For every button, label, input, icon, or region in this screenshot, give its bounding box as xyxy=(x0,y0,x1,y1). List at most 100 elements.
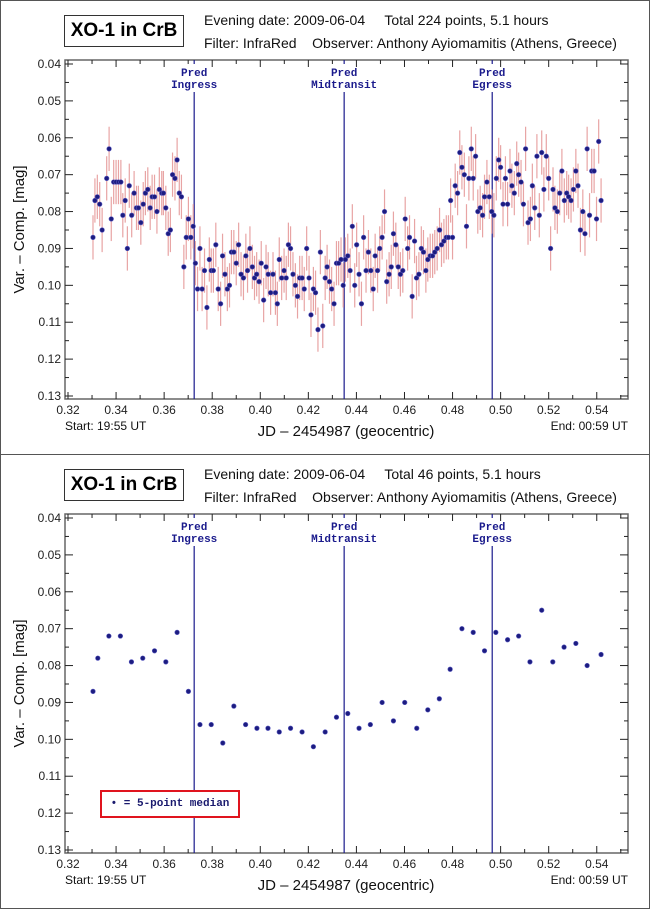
data-point xyxy=(181,264,187,270)
data-point xyxy=(543,153,549,159)
pred-label-line1: Pred xyxy=(181,522,207,534)
data-point xyxy=(261,297,267,303)
y-tick-label: 0.09 xyxy=(38,695,62,709)
y-tick-label: 0.07 xyxy=(38,622,62,636)
x-tick-label: 0.54 xyxy=(585,857,609,871)
data-point xyxy=(163,205,169,211)
data-point xyxy=(347,267,353,274)
data-point xyxy=(470,629,476,635)
data-point xyxy=(151,648,158,654)
data-point xyxy=(413,275,420,281)
data-point xyxy=(463,223,470,229)
data-point xyxy=(117,633,123,639)
data-point xyxy=(514,161,520,167)
data-point xyxy=(301,286,307,292)
data-point xyxy=(304,245,310,252)
data-point xyxy=(197,721,203,728)
data-point xyxy=(475,208,481,215)
y-tick-label: 0.13 xyxy=(38,843,62,857)
data-point xyxy=(423,267,429,274)
data-point xyxy=(591,168,597,174)
x-tick-label: 0.48 xyxy=(441,403,465,417)
x-tick-label: 0.40 xyxy=(249,403,273,417)
x-tick-label: 0.32 xyxy=(56,857,80,871)
data-point xyxy=(400,267,406,274)
data-point xyxy=(192,260,198,266)
data-point xyxy=(312,290,319,296)
data-point xyxy=(586,212,593,218)
data-point xyxy=(129,212,135,218)
y-tick-label: 0.08 xyxy=(38,205,62,219)
data-point xyxy=(496,157,502,163)
data-point xyxy=(263,264,269,270)
data-point xyxy=(287,245,294,252)
data-point xyxy=(90,234,96,240)
x-tick-label: 0.52 xyxy=(537,857,561,871)
y-tick-label: 0.11 xyxy=(39,769,62,783)
pred-label-line2: Midtransit xyxy=(311,534,377,546)
panel-median: XO-1 in CrB Evening date: 2009-06-04 Tot… xyxy=(0,454,650,908)
data-point xyxy=(559,168,565,174)
data-point xyxy=(520,201,527,207)
data-point xyxy=(322,729,328,735)
data-point xyxy=(106,633,112,639)
data-point xyxy=(308,312,314,318)
start-time-label: Start: 19:55 UT xyxy=(65,873,147,887)
data-point xyxy=(169,172,176,178)
data-point xyxy=(108,216,114,222)
data-point xyxy=(174,157,180,163)
data-point xyxy=(272,290,279,296)
data-point xyxy=(438,242,445,248)
y-tick-label: 0.07 xyxy=(38,168,62,182)
data-point xyxy=(432,249,438,255)
data-point xyxy=(397,271,403,277)
x-tick-label: 0.32 xyxy=(56,403,80,417)
lightcurve-plot-raw: 0.32 0.34 0.36 0.38 0.40 0.42 0.44 0.46 0.48 0.50… xyxy=(11,57,629,440)
data-point xyxy=(500,201,506,207)
data-point xyxy=(390,231,397,237)
data-point xyxy=(598,651,604,658)
x-tick-label: 0.50 xyxy=(489,403,513,417)
x-tick-label: 0.54 xyxy=(585,403,609,417)
data-point xyxy=(352,282,358,288)
data-point xyxy=(504,637,511,643)
data-point xyxy=(470,175,476,181)
data-point xyxy=(185,688,192,694)
y-tick-label: 0.10 xyxy=(38,732,62,746)
data-point xyxy=(226,282,233,288)
data-point xyxy=(481,194,488,200)
x-tick-label: 0.34 xyxy=(104,857,128,871)
data-point xyxy=(541,186,547,193)
data-point xyxy=(561,644,567,650)
data-point xyxy=(243,253,249,259)
data-point xyxy=(486,194,492,200)
data-point xyxy=(566,194,572,200)
data-point xyxy=(402,699,408,706)
panel-raw: XO-1 in CrB Evening date: 2009-06-04 Tot… xyxy=(0,0,650,454)
data-point xyxy=(213,242,219,248)
panel-title: XO-1 in CrB xyxy=(64,469,184,501)
data-point xyxy=(240,275,247,281)
data-point xyxy=(550,659,556,665)
data-point xyxy=(163,659,169,665)
y-tick-label: 0.05 xyxy=(38,94,62,108)
data-point xyxy=(368,267,374,274)
data-point xyxy=(411,238,418,244)
data-point xyxy=(128,659,135,665)
data-point xyxy=(384,279,390,285)
pred-label-line2: Egress xyxy=(472,80,512,92)
data-point xyxy=(338,256,344,263)
info-line-observer: Filter: InfraRed Observer: Anthony Ayiom… xyxy=(204,35,617,51)
end-time-label: End: 00:59 UT xyxy=(551,873,629,887)
data-point xyxy=(320,323,326,329)
data-point xyxy=(151,194,158,200)
data-point xyxy=(598,197,604,204)
info-line-date: Evening date: 2009-06-04 Total 224 point… xyxy=(204,12,549,28)
data-point xyxy=(379,234,385,240)
data-point xyxy=(568,197,574,204)
data-point xyxy=(416,271,422,277)
data-point xyxy=(390,718,397,724)
data-point xyxy=(99,227,105,233)
data-point xyxy=(457,149,463,156)
data-point xyxy=(156,186,162,193)
